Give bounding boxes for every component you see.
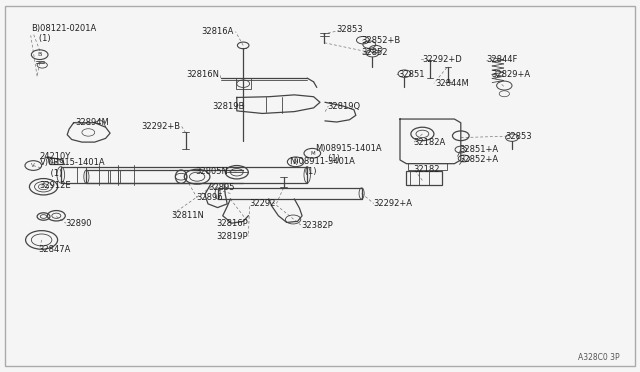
Text: 32816P: 32816P — [216, 219, 248, 228]
Text: 32382P: 32382P — [301, 221, 333, 230]
Text: 32811N: 32811N — [172, 211, 204, 220]
Bar — [236, 78, 251, 89]
Text: 32805N: 32805N — [195, 167, 228, 176]
Text: 32912E: 32912E — [40, 182, 71, 190]
Text: N)08911-3401A
      (1): N)08911-3401A (1) — [289, 157, 355, 176]
Text: 32292+B: 32292+B — [141, 122, 180, 131]
Text: 32816A: 32816A — [201, 27, 234, 36]
Bar — [408, 163, 447, 170]
Text: 32853: 32853 — [506, 132, 532, 141]
Text: 32894M: 32894M — [76, 118, 109, 127]
Text: 32816N: 32816N — [186, 70, 219, 79]
Bar — [406, 171, 442, 185]
Text: 32819Q: 32819Q — [328, 102, 361, 110]
Text: 32847A: 32847A — [38, 246, 71, 254]
Text: 32851: 32851 — [398, 70, 424, 79]
Text: 32844F: 32844F — [486, 55, 518, 64]
Text: 32819P: 32819P — [216, 232, 248, 241]
Text: 32829+A: 32829+A — [492, 70, 531, 79]
Text: 32292+A: 32292+A — [373, 199, 412, 208]
Text: 32182: 32182 — [413, 165, 439, 174]
Text: 32852+A: 32852+A — [460, 155, 499, 164]
Text: B: B — [38, 52, 42, 57]
Text: A328C0 3P: A328C0 3P — [578, 353, 620, 362]
Text: 32853: 32853 — [336, 25, 363, 34]
Text: B)08121-0201A
   (1): B)08121-0201A (1) — [31, 24, 96, 43]
Text: 32819B: 32819B — [212, 102, 244, 110]
Text: 32895: 32895 — [208, 183, 234, 192]
Text: 24210Y: 24210Y — [40, 152, 71, 161]
Text: 32852+B: 32852+B — [362, 36, 401, 45]
Bar — [108, 170, 120, 183]
Text: 32851+A: 32851+A — [460, 145, 499, 154]
Text: N: N — [293, 159, 298, 164]
Text: 32182A: 32182A — [413, 138, 445, 147]
Text: V)0B915-1401A
    (1): V)0B915-1401A (1) — [40, 158, 106, 178]
Text: M: M — [310, 151, 315, 156]
Text: 32292: 32292 — [249, 199, 275, 208]
Text: 32844M: 32844M — [435, 79, 469, 88]
Text: V: V — [31, 163, 35, 168]
Text: 32896: 32896 — [196, 193, 223, 202]
Text: 32292+D: 32292+D — [422, 55, 462, 64]
Text: M)08915-1401A
     (1): M)08915-1401A (1) — [315, 144, 381, 163]
Text: 32852: 32852 — [362, 48, 388, 57]
Text: 32890: 32890 — [65, 219, 92, 228]
